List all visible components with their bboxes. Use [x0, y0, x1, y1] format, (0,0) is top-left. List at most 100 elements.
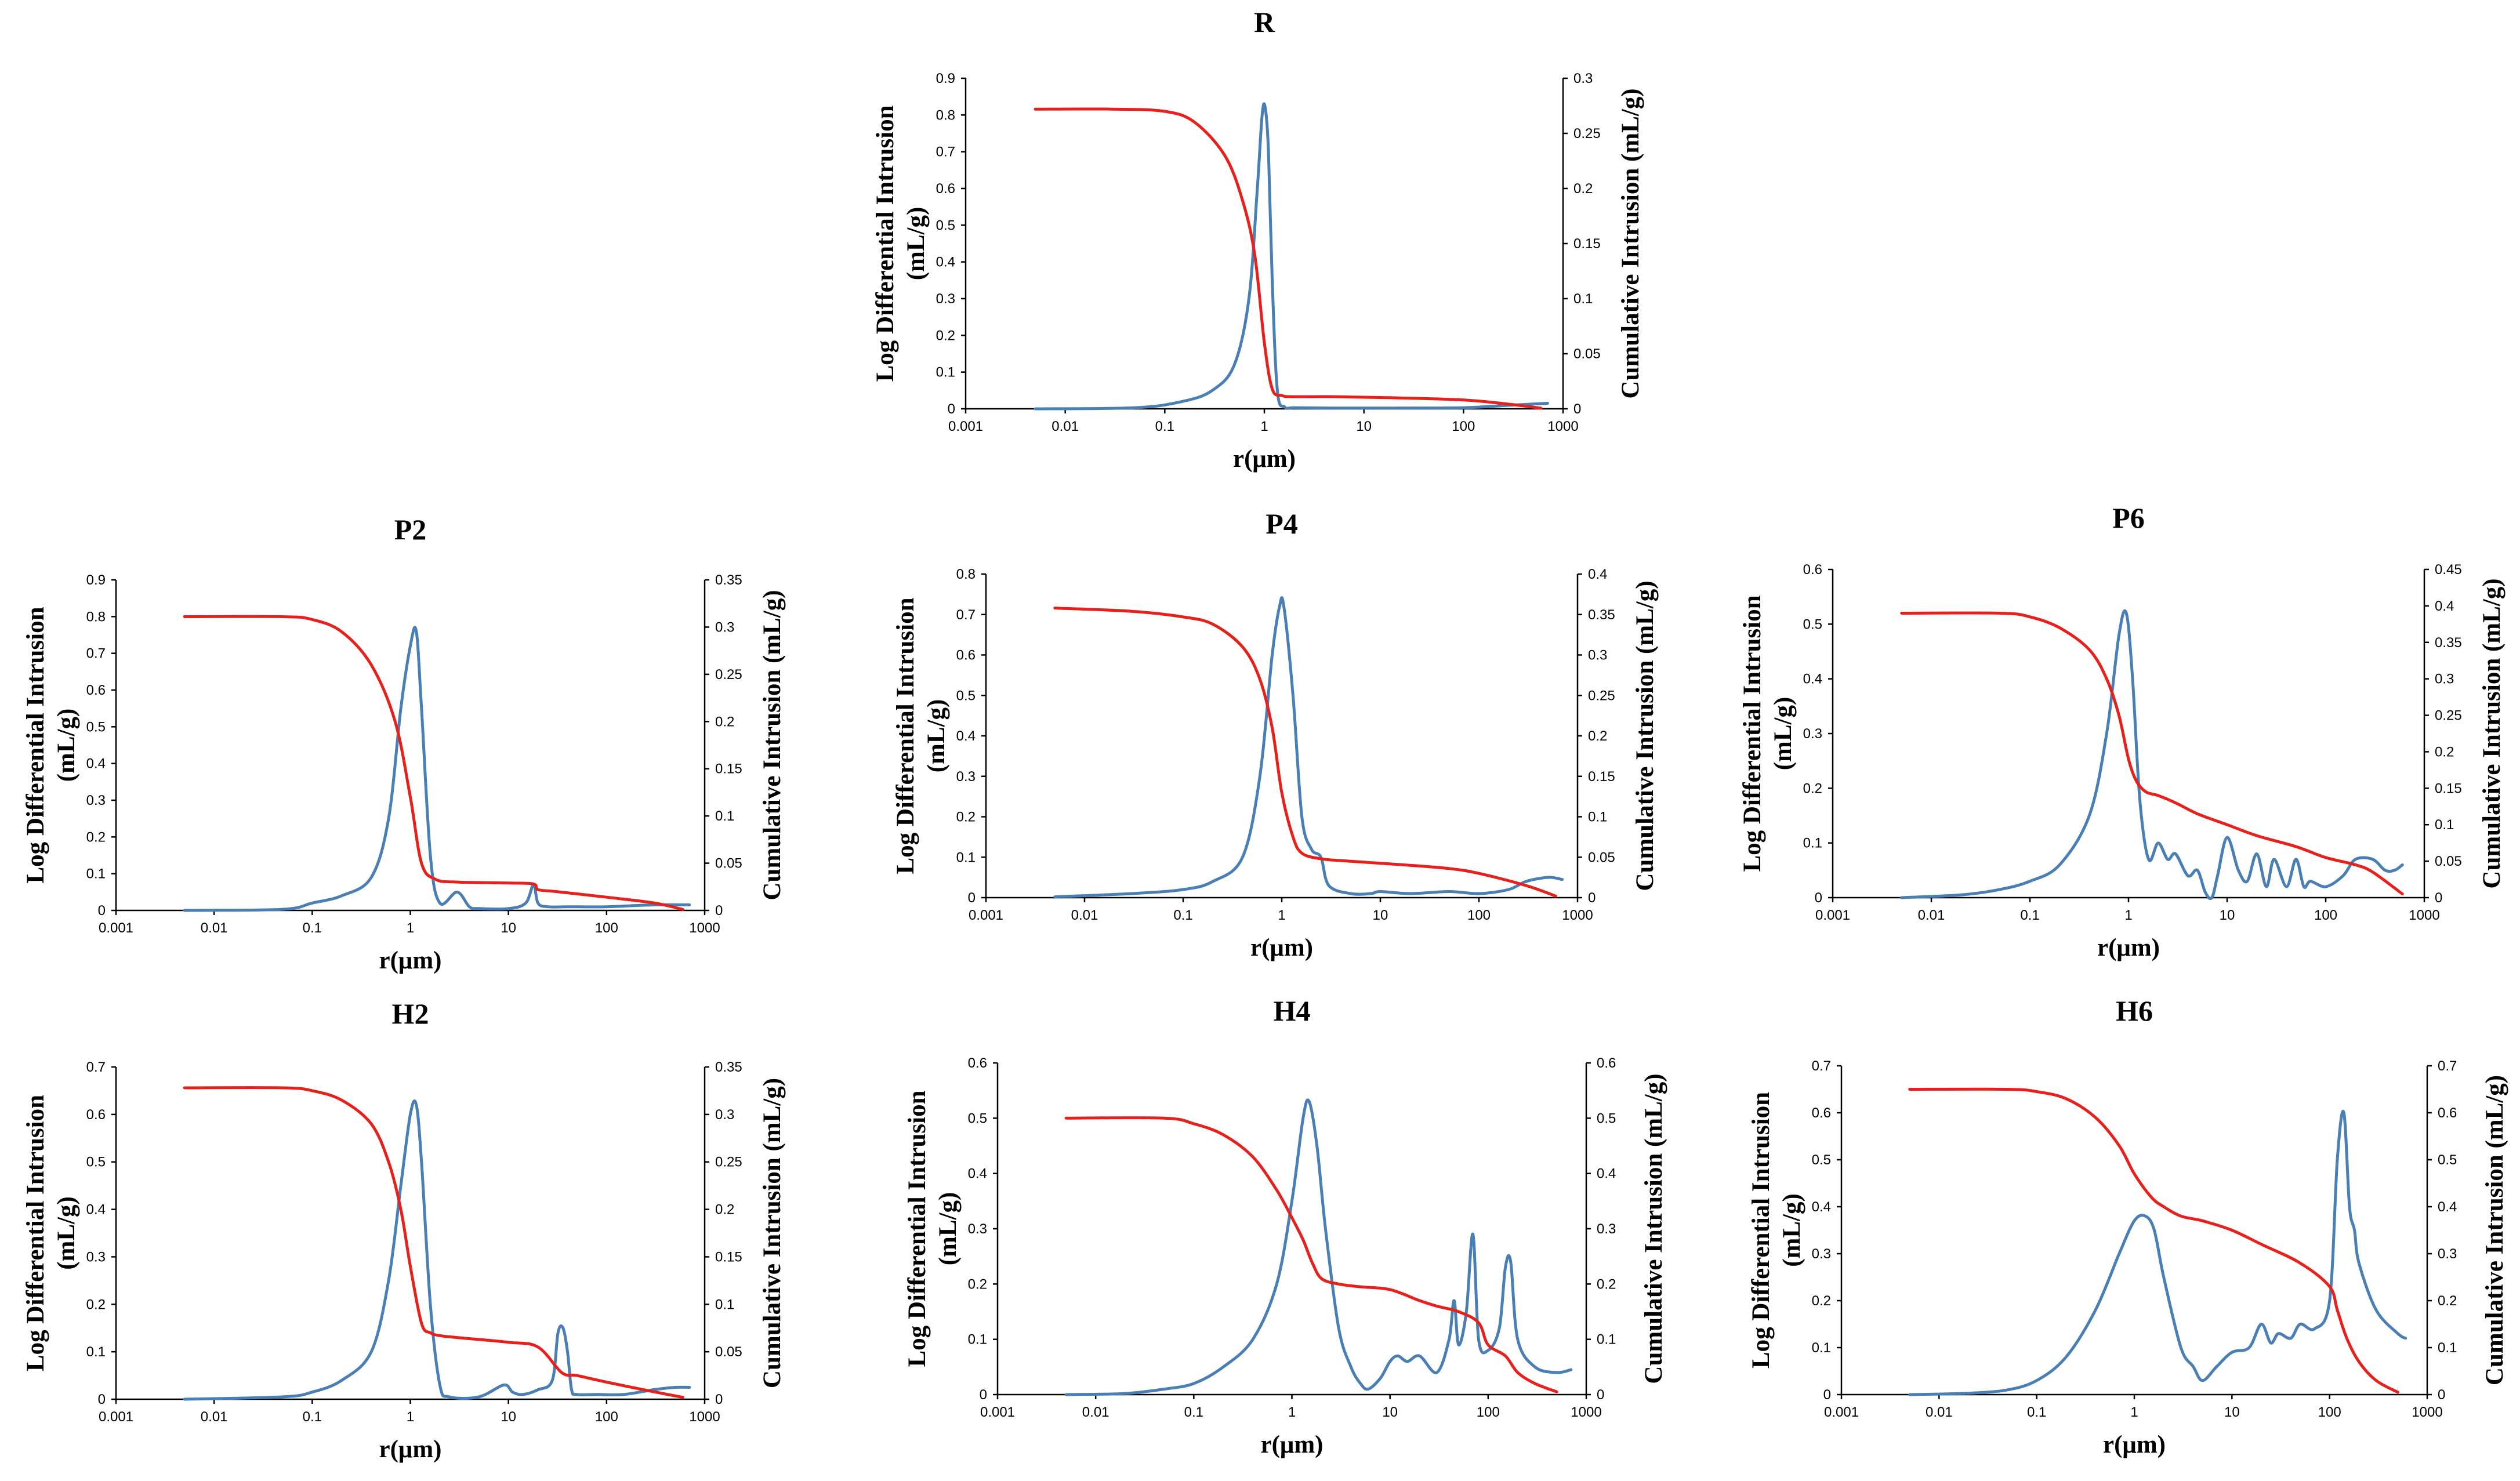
y-tick-label: 0.7	[936, 144, 955, 160]
y-tick-label: 0.4	[1803, 671, 1822, 687]
x-tick-label: 1000	[1571, 1404, 1601, 1420]
y2-tick-label: 0.05	[2435, 854, 2462, 869]
x-tick-label: 0.001	[969, 908, 1003, 923]
x-tick-label: 0.01	[201, 1409, 228, 1425]
log-differential-intrusion-line	[1900, 609, 2404, 901]
y-tick-label: 0.1	[968, 1332, 987, 1348]
x-tick-label: 0.01	[1051, 419, 1079, 434]
y-tick-label: 0	[948, 401, 955, 417]
x-tick-label: 1	[407, 920, 414, 936]
x-tick-label: 0.1	[1184, 1404, 1203, 1420]
x-tick-label: 0.001	[980, 1404, 1015, 1420]
y-tick-label: 0.1	[956, 850, 976, 865]
x-tick-label: 0.1	[2027, 1404, 2046, 1420]
chart-title: R	[1254, 6, 1275, 38]
y2-tick-label: 0.15	[715, 761, 742, 777]
y-tick-label: 0.5	[1812, 1152, 1831, 1168]
x-tick-label: 100	[595, 920, 618, 936]
y2-tick-label: 0.05	[715, 856, 742, 872]
chart-panel-p4: P4 0.001 0.01 0.1 1 10 100 1000 0 0.1 0.2 0.3 0.4 0.5…	[892, 507, 1659, 961]
y-tick-label: 0.5	[1803, 616, 1822, 632]
y-tick-label: 0.9	[86, 572, 106, 588]
y-tick-label: 0.3	[1812, 1246, 1831, 1262]
y-tick-label: 0.3	[86, 793, 106, 808]
y2-tick-label: 0	[2435, 890, 2442, 906]
y2-tick-label: 0.2	[2438, 1293, 2457, 1309]
x-tick-label: 1000	[689, 920, 720, 936]
y2-tick-label: 0.2	[1588, 728, 1607, 744]
x-axis-title: r(μm)	[379, 947, 442, 974]
y-tick-label: 0.8	[936, 107, 955, 123]
y-tick-label: 0.9	[936, 71, 955, 86]
y2-tick-label: 0.05	[715, 1344, 742, 1360]
y-tick-label: 0.5	[956, 688, 976, 703]
y2-tick-label: 0.7	[2438, 1058, 2457, 1074]
log-differential-intrusion-line	[183, 1099, 691, 1401]
y-tick-label: 0.7	[86, 1059, 106, 1075]
chart-title: P6	[2112, 502, 2145, 534]
x-tick-label: 0.01	[1926, 1404, 1953, 1420]
chart-title: H6	[2116, 994, 2153, 1027]
y2-tick-label: 0.2	[715, 1202, 734, 1218]
y-tick-label: 0.7	[1812, 1058, 1831, 1074]
y2-tick-label: 0.4	[1597, 1166, 1616, 1182]
y-axis-title: Log Differential Intrusion	[1747, 1092, 1775, 1369]
y-axis-unit: (mL/g)	[902, 207, 930, 281]
y2-tick-label: 0.15	[715, 1249, 742, 1265]
x-tick-label: 0.001	[1815, 908, 1850, 923]
y2-tick-label: 0.1	[2438, 1340, 2457, 1356]
y-tick-label: 0.4	[86, 756, 106, 772]
y2-tick-label: 0	[715, 903, 723, 919]
y-axis-title: Log Differential Intrusion	[872, 105, 899, 382]
y2-tick-label: 0.15	[2435, 781, 2462, 796]
x-tick-label: 1	[407, 1409, 414, 1425]
y-tick-label: 0.8	[956, 567, 976, 582]
x-tick-label: 100	[595, 1409, 618, 1425]
y-tick-label: 0.4	[956, 728, 976, 744]
y2-axis-title: Cumulative Intrusion (mL/g)	[1640, 1073, 1667, 1384]
y2-axis-title: Cumulative Intrusion (mL/g)	[759, 590, 786, 900]
x-tick-label: 1000	[2409, 908, 2439, 923]
y2-tick-label: 0	[1573, 401, 1581, 417]
x-tick-label: 0.01	[201, 920, 228, 936]
x-tick-label: 100	[1467, 908, 1491, 923]
y-tick-label: 0.7	[86, 646, 106, 662]
cumulative-intrusion-line	[1064, 1116, 1558, 1393]
x-tick-label: 0.001	[99, 920, 133, 936]
y-tick-label: 0.3	[1803, 726, 1822, 742]
y-tick-label: 0.5	[936, 217, 955, 233]
chart-title: H2	[392, 997, 429, 1030]
y-axis-unit: (mL/g)	[53, 1196, 80, 1270]
y2-tick-label: 0.3	[1573, 71, 1593, 86]
y-tick-label: 0.4	[968, 1166, 987, 1182]
x-tick-label: 0.01	[1082, 1404, 1109, 1420]
y-axis-unit: (mL/g)	[923, 699, 950, 773]
y-tick-label: 0.2	[968, 1276, 987, 1292]
y-axis-title: Log Differential Intrusion	[904, 1090, 931, 1367]
cumulative-intrusion-line	[183, 1086, 684, 1399]
y-tick-label: 0	[98, 1392, 106, 1407]
y2-tick-label: 0.25	[1588, 688, 1615, 703]
y-tick-label: 0	[98, 903, 106, 919]
chart-panel-h4: H40.001 0.01 0.1 1 10 100 100000.10.20.30.40.5…	[904, 994, 1667, 1458]
log-differential-intrusion-line	[1064, 1098, 1573, 1396]
y-tick-label: 0.1	[1803, 836, 1822, 851]
y-tick-label: 0.1	[936, 365, 955, 380]
x-tick-label: 10	[1382, 1404, 1398, 1420]
x-axis-title: r(μm)	[1250, 934, 1313, 961]
y2-tick-label: 0.05	[1588, 850, 1615, 865]
cumulative-intrusion-line	[183, 615, 684, 911]
y-tick-label: 0.2	[86, 1297, 106, 1312]
x-tick-label: 10	[2220, 908, 2235, 923]
y2-tick-label: 0	[715, 1392, 723, 1407]
x-tick-label: 100	[1452, 419, 1475, 434]
y2-tick-label: 0.1	[2435, 817, 2454, 833]
x-tick-label: 1	[1278, 908, 1285, 923]
y-tick-label: 0	[1815, 890, 1822, 906]
y2-tick-label: 0.25	[1573, 126, 1601, 141]
y-tick-label: 0.6	[1803, 562, 1822, 578]
y-tick-label: 0.7	[956, 607, 976, 623]
chart-panel-p2: P20.001 0.01 0.1 1 10 100 100000.10.20.30.40.5…	[22, 513, 786, 974]
y2-tick-label: 0.4	[2438, 1199, 2457, 1215]
